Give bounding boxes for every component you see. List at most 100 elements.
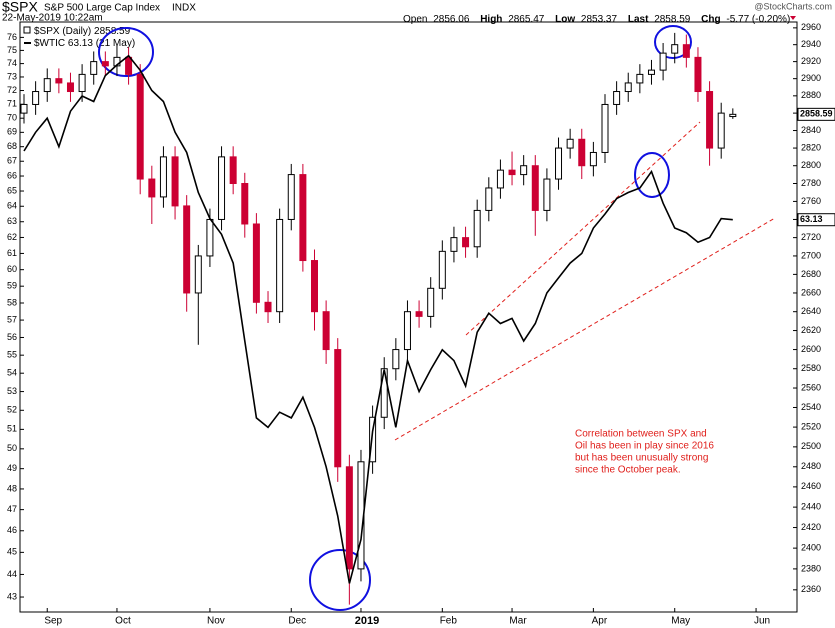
candle-body [543,178,551,211]
highlight-circle [634,152,670,198]
x-tick-label: May [671,616,690,627]
legend-date: (21 May) [96,38,135,49]
legend-name: $SPX (Daily) [34,26,91,37]
highlight-circle [654,25,692,59]
y-tick-label: 2660 [801,287,821,297]
y-tick-label: 2940 [801,39,821,49]
candle-body [206,218,214,257]
x-tick-label: 2019 [355,615,379,627]
candle-body [218,156,226,220]
line-series [23,54,733,584]
candle-body [20,103,28,114]
y2-tick-label: 60 [7,264,17,274]
candle-body [531,165,539,211]
y-tick-label: 2720 [801,232,821,242]
candle-body [578,138,586,167]
candle-body [194,255,202,294]
y2-tick-label: 74 [7,58,17,68]
quote-label: High [480,14,502,25]
y-tick-label: 2840 [801,125,821,135]
y-tick-label: 2420 [801,522,821,532]
legend-name: $WTIC [34,38,65,49]
y2-tick-label: 51 [7,424,17,434]
candle-body [613,91,621,105]
y-tick-label: 2760 [801,196,821,206]
y-tick-label: 2580 [801,363,821,373]
spx-last-label: 2858.59 [800,109,833,119]
candle-body [229,156,237,185]
y-tick-label: 2360 [801,584,821,594]
x-tick-label: Oct [115,616,131,627]
y2-tick-label: 76 [7,32,17,42]
y-tick-label: 2900 [801,73,821,83]
candle-body [299,174,307,262]
y2-tick-label: 49 [7,463,17,473]
highlight-circle [98,27,154,77]
date: 22-May-2019 10:22am [2,13,103,24]
candle-body [520,165,528,176]
candle-body [380,368,388,418]
quote-value: 2856.06 [433,14,470,25]
y2-tick-label: 44 [7,569,17,579]
y2-tick-label: 67 [7,156,17,166]
y2-tick-label: 72 [7,85,17,95]
spx-last-box [797,107,835,121]
candle-body [729,113,737,118]
y2-tick-label: 48 [7,483,17,493]
quote-label: Open [403,14,427,25]
candle-body [101,61,109,67]
y2-tick-label: 70 [7,113,17,123]
y-tick-label: 2820 [801,142,821,152]
y2-tick-label: 61 [7,248,17,258]
y-tick-label: 2880 [801,90,821,100]
y2-tick-label: 73 [7,71,17,81]
candle-body [136,73,144,180]
quote-change: -5.77 (-0.20%) [726,14,790,25]
candle-body [32,91,40,105]
candle-body [276,218,284,313]
annotation: since the October peak. [575,465,681,476]
candle-body [659,52,667,71]
candle-body [438,250,446,289]
y2-tick-label: 56 [7,332,17,342]
candle-body [369,416,377,463]
candle-body [636,73,644,84]
candle-body [403,311,411,351]
y2-tick-label: 46 [7,525,17,535]
quote-line: Open 2856.06 High 2865.47 Low 2853.37 La… [403,14,790,25]
watermark: @StockCharts.com [754,1,832,11]
candle-body [159,156,167,198]
legend-value: 63.13 [68,38,93,49]
y-tick-label: 2960 [801,22,821,32]
candle-body [78,73,86,93]
legend-icon [23,26,31,34]
y-tick-label: 2700 [801,250,821,260]
exchange: INDX [172,3,196,14]
candle-body [66,82,74,93]
y-tick-label: 2440 [801,502,821,512]
y-tick-label: 2460 [801,481,821,491]
y-tick-label: 2380 [801,563,821,573]
y-tick-label: 2520 [801,421,821,431]
candle-body [90,61,98,75]
y-tick-label: 2640 [801,306,821,316]
candle-body [647,69,655,75]
annotation: Correlation between SPX and [575,429,707,440]
candle-body [485,187,493,211]
candle-body [566,138,574,149]
y2-tick-label: 53 [7,386,17,396]
candle-body [183,205,191,294]
annotation: Oil has been in play since 2016 [575,441,714,452]
y2-tick-label: 63 [7,216,17,226]
candle-body [624,82,632,93]
y2-tick-label: 45 [7,547,17,557]
y-tick-label: 2780 [801,178,821,188]
candle-body [589,151,597,167]
x-tick-label: Mar [509,616,527,627]
y2-tick-label: 47 [7,504,17,514]
y-tick-label: 2600 [801,344,821,354]
y-tick-label: 2540 [801,402,821,412]
candle-body [241,183,249,225]
trend-line [465,121,701,336]
